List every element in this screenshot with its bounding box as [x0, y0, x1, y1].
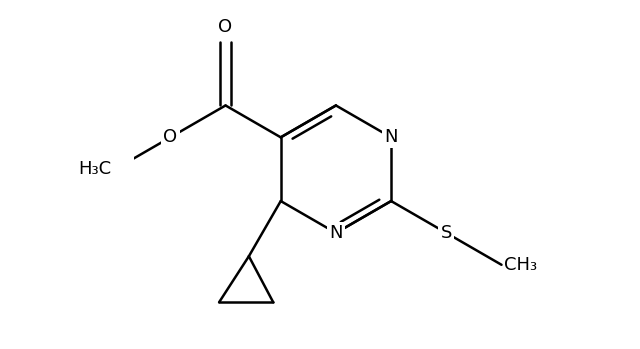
Text: N: N [329, 224, 342, 242]
Text: CH₃: CH₃ [504, 256, 538, 274]
Text: H₃C: H₃C [79, 160, 111, 178]
Text: N: N [385, 128, 398, 146]
Text: O: O [218, 18, 232, 36]
Text: S: S [440, 224, 452, 242]
Text: O: O [163, 128, 177, 146]
